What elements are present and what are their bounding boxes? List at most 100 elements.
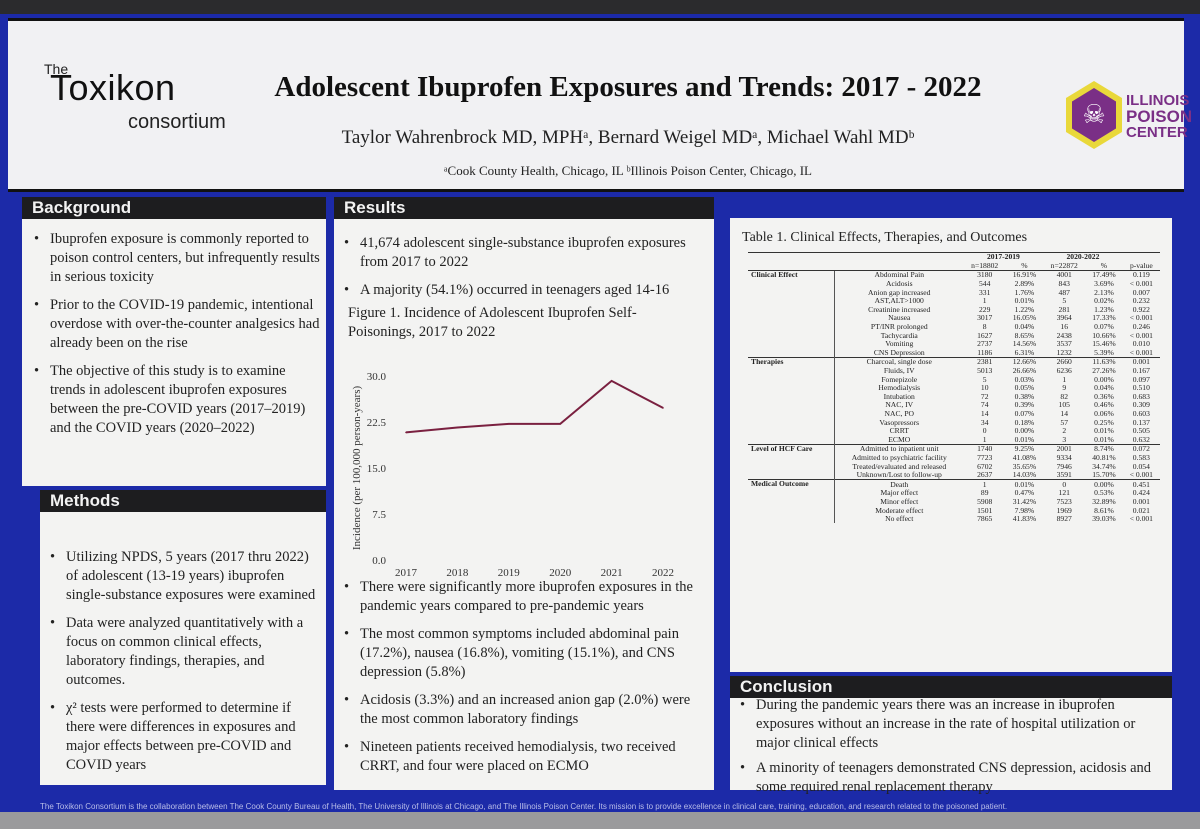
- table-cell: CNS Depression: [833, 348, 964, 358]
- table-cell: Charcoal, single dose: [833, 357, 964, 367]
- table-cell: Creatinine increased: [833, 306, 964, 315]
- data-point: [662, 407, 664, 409]
- table-cell: Minor effect: [833, 498, 964, 507]
- table-cell: CRRT: [833, 427, 964, 436]
- table-cell: 0.01%: [1094, 426, 1114, 436]
- table-group-label: [748, 418, 834, 427]
- table-row: Major effect 89 0.47% 121 0.53% 0.424: [748, 489, 1160, 498]
- table-cell: 0.05%: [1014, 383, 1035, 393]
- y-tick-label: 22.5: [367, 417, 387, 429]
- table-cell: Intubation: [833, 392, 964, 402]
- ipc-line2: POISON: [1126, 107, 1193, 126]
- table-cell: 0.097: [1132, 374, 1150, 384]
- table-group-label: [748, 367, 834, 376]
- table-cell: 17.49%: [1085, 270, 1123, 280]
- table-cell: 1: [963, 479, 1006, 490]
- table-cell: 74: [980, 400, 989, 410]
- table-row: NAC, IV 74 0.39% 105 0.46% 0.309: [748, 401, 1160, 410]
- data-point: [508, 423, 510, 425]
- table-row: Treated/evaluated and released 6702 35.65%…: [748, 462, 1160, 471]
- table-cell: < 0.001: [1129, 330, 1153, 340]
- table-cell: 1.76%: [1014, 287, 1035, 297]
- list-item: Utilizing NPDS, 5 years (2017 thru 2022)…: [46, 548, 322, 605]
- table-cell: 2438: [1056, 330, 1072, 340]
- list-item: Nineteen patients received hemodialysis,…: [340, 738, 706, 776]
- table-row: Tachycardia 1627 8.65% 2438 10.66% < 0.001: [748, 331, 1160, 340]
- table-cell: Abdominal Pain: [833, 270, 964, 280]
- table-group-label: Medical Outcome: [748, 479, 835, 490]
- table-cell: 0.01%: [1014, 296, 1035, 306]
- period-header-1: 2017-2019: [963, 251, 1044, 262]
- table-cell: < 0.001: [1129, 514, 1153, 524]
- table-cell: 5: [982, 374, 987, 384]
- table-cell: 6702: [977, 461, 993, 471]
- table-cell: Admitted to psychiatric facility: [833, 454, 964, 463]
- conclusion-heading: Conclusion: [730, 676, 1172, 698]
- table-cell: 40.81%: [1092, 452, 1116, 462]
- table-cell: 0.04%: [1014, 322, 1035, 332]
- table-cell: 7523: [1056, 496, 1072, 506]
- table-cell: 0.510: [1132, 383, 1150, 393]
- incidence-chart: Incidence (per 100,000 person-years) 0.0 7…: [348, 360, 678, 585]
- table-cell: 7865: [977, 514, 993, 524]
- data-point: [610, 380, 613, 382]
- table-cell: < 0.001: [1129, 347, 1153, 357]
- table-cell: 1: [1062, 374, 1067, 384]
- table-cell: 39.03%: [1092, 514, 1116, 524]
- background-heading: Background: [22, 197, 326, 219]
- table-cell: 14: [980, 408, 989, 418]
- illinois-poison-center-logo: ☠ ILLINOIS POISON CENTER: [1066, 81, 1192, 171]
- table-cell: Anion gap increased: [833, 288, 964, 297]
- table-cell: 5013: [977, 366, 993, 376]
- poster-title: Adolescent Ibuprofen Exposures and Trend…: [274, 71, 982, 103]
- table-cell: 11.63%: [1085, 357, 1123, 367]
- table-cell: 0.01%: [1005, 479, 1044, 490]
- table-cell: 0.007: [1132, 287, 1150, 297]
- results-list-top: 41,674 adolescent single-substance ibupr…: [340, 234, 706, 309]
- table-cell: < 0.001: [1129, 279, 1153, 289]
- table-cell: 14: [1060, 408, 1068, 418]
- table-row: PT/INR prolonged 8 0.04% 16 0.07% 0.246: [748, 323, 1160, 332]
- table-cell: < 0.001: [1129, 470, 1153, 480]
- table-cell: AST,ALT>1000: [833, 297, 964, 306]
- figure-caption: Figure 1. Incidence of Adolescent Ibupro…: [348, 305, 637, 340]
- skull-icon: ☠: [1072, 88, 1116, 142]
- table-cell: 8.61%: [1094, 505, 1114, 515]
- table-cell: 34: [980, 417, 989, 427]
- table-cell: Death: [833, 479, 964, 490]
- table-row: Fomepizole 5 0.03% 1 0.00% 0.097: [748, 375, 1160, 384]
- column-header: %: [1100, 260, 1108, 270]
- table-group-label: [748, 427, 834, 436]
- table-group-label: [748, 489, 834, 498]
- table-cell: 16.91%: [1005, 270, 1044, 280]
- ipc-logo-text: ILLINOIS POISON CENTER: [1126, 93, 1192, 141]
- table-cell: 0.36%: [1094, 391, 1114, 401]
- table-cell: 843: [1058, 279, 1070, 289]
- table-cell: 16.05%: [1012, 313, 1037, 323]
- table-cell: 1.22%: [1014, 304, 1035, 314]
- table-cell: 0.25%: [1094, 417, 1114, 427]
- column-header: %: [1021, 260, 1028, 270]
- table-cell: 0.01%: [1094, 434, 1114, 444]
- table-cell: 1969: [1056, 505, 1072, 515]
- table-cell: 0.246: [1132, 322, 1150, 332]
- table-group-label: [748, 384, 834, 393]
- table-body: Clinical Effect Abdominal Pain 3180 16.91% 4…: [748, 270, 1160, 524]
- table-group-label: [748, 410, 834, 419]
- table-cell: 0.00%: [1014, 426, 1035, 436]
- table-cell: 0.39%: [1014, 400, 1035, 410]
- table-cell: 5.39%: [1094, 347, 1114, 357]
- table-row: Clinical Effect Abdominal Pain 3180 16.91% 4…: [748, 270, 1160, 280]
- table-cell: ECMO: [833, 435, 964, 445]
- table-cell: 9334: [1056, 452, 1072, 462]
- table-row: Nausea 3017 16.05% 3964 17.33% < 0.001: [748, 314, 1160, 323]
- table-cell: 2: [1062, 426, 1067, 436]
- table-cell: Vomiting: [833, 340, 964, 349]
- table-cell: 2381: [963, 357, 1006, 367]
- table-cell: 6.31%: [1014, 347, 1035, 357]
- table-cell: Fomepizole: [833, 375, 964, 384]
- table-cell: 0: [1043, 479, 1086, 490]
- table-cell: Fluids, IV: [833, 367, 964, 376]
- clinical-effects-table: 2017-2019 2020-2022 n=18802 % n=22872 % …: [748, 251, 1160, 524]
- logo-name: Toxikon: [50, 67, 176, 108]
